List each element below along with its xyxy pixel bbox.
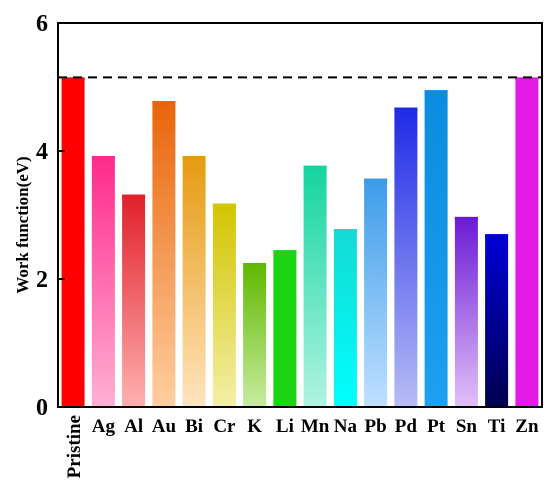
bar-cap-au [152,101,176,105]
bar-cap-sn [454,216,478,220]
bar-ti [485,234,509,407]
plot-frame [57,22,543,408]
labels-layer: Pristine Ag Al Au Bi Cr K Li Mn Na Pb Pd Pt Sn Ti Zn 0 2 4… [13,11,539,478]
x-tick-label-li: Li [276,416,294,437]
bar-au [152,101,176,407]
bar-k [243,263,267,407]
x-tick-label-zn: Zn [515,416,539,437]
bar-ag [91,156,115,407]
bar-cap-li [273,250,297,254]
bar-cap-k [243,263,267,266]
bar-mn [303,165,327,407]
bar-pristine [61,77,85,408]
y-tick-label: 6 [36,11,48,37]
axes-layer [57,22,543,408]
bar-zn [515,77,539,408]
bar-pb [364,178,388,407]
x-tick-label-al: Al [124,416,143,437]
x-tick-label-au: Au [152,416,177,437]
x-tick-label-pd: Pd [395,416,418,437]
x-tick-label-na: Na [334,416,358,437]
bar-li [273,250,297,407]
x-tick-label-ti: Ti [488,416,506,437]
x-tick-label-ag: Ag [92,416,116,437]
bar-sn [454,216,478,407]
x-tick-label-pb: Pb [365,416,387,437]
bar-cap-ag [91,156,115,160]
x-tick-label-sn: Sn [456,416,478,437]
bar-cap-na [333,229,357,233]
bar-cap-cr [212,203,236,207]
bar-cap-ti [485,234,509,238]
bar-cr [212,203,236,407]
bar-cap-pd [394,107,418,111]
bar-cap-mn [303,165,327,169]
x-tick-label-pt: Pt [427,416,446,437]
bar-pt [424,90,448,407]
y-tick-label: 4 [36,139,48,165]
x-tick-label-mn: Mn [301,416,330,437]
x-tick-label-cr: Cr [213,416,236,437]
bar-cap-al [122,194,146,198]
bar-cap-pt [424,90,448,94]
bar-na [333,229,357,407]
x-tick-label-bi: Bi [185,416,203,437]
bar-al [122,194,146,407]
x-tick-label-k: K [247,416,262,437]
y-tick-label: 2 [36,267,48,293]
y-axis-title: Work function(eV) [13,156,32,293]
bar-cap-bi [182,156,206,160]
x-tick-label-pristine: Pristine [64,415,85,478]
bar-cap-pb [364,178,388,182]
bar-bi [182,156,206,407]
bars-layer [61,77,539,408]
bar-cap-zn [515,77,539,81]
bar-cap-pristine [61,77,85,81]
bar-pd [394,107,418,407]
y-tick-label: 0 [36,395,48,421]
